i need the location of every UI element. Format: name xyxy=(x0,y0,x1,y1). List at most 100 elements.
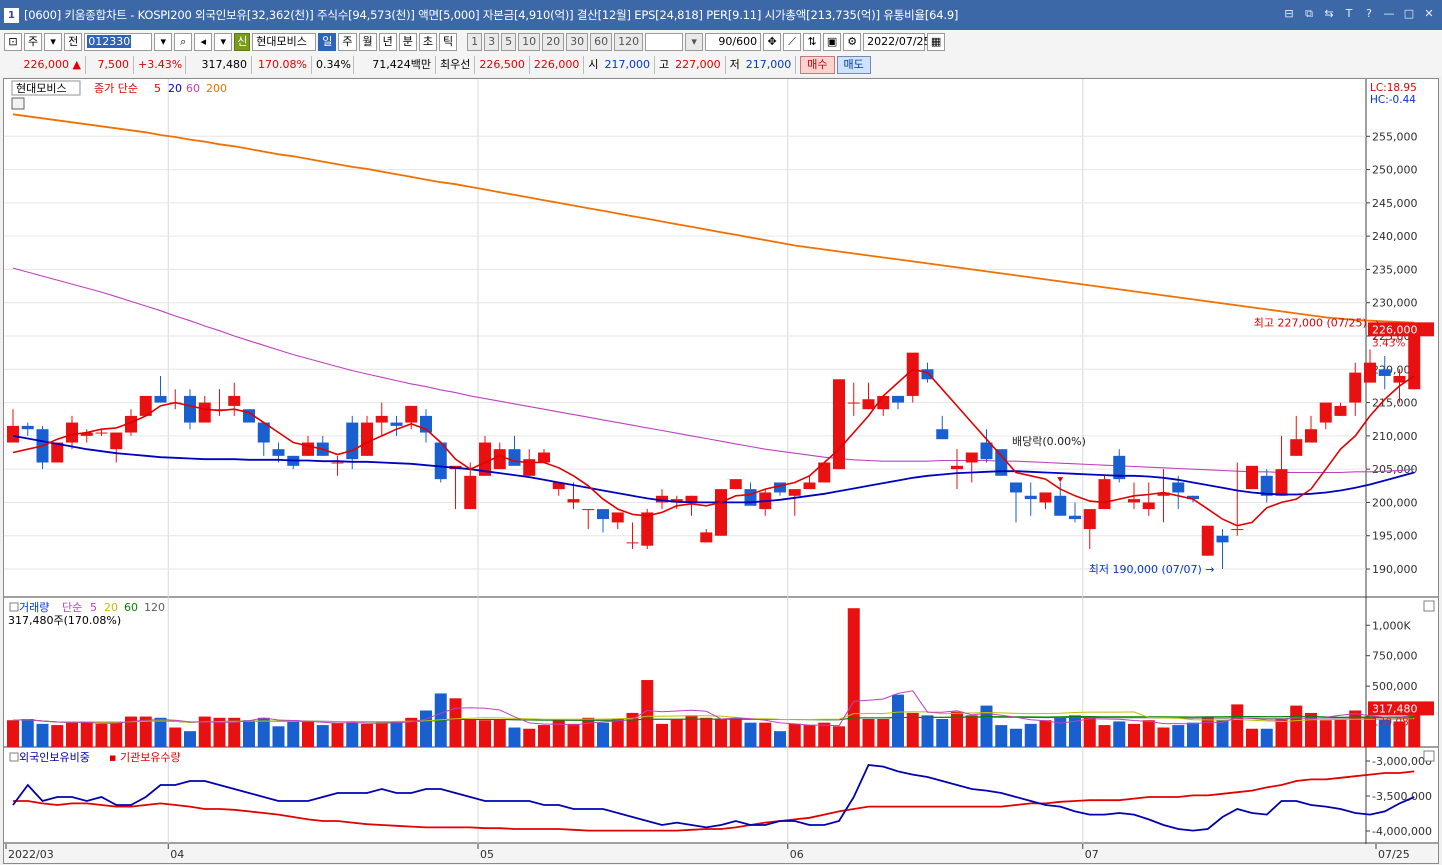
period-tab-month[interactable]: 월 xyxy=(358,33,377,51)
stock-name-field[interactable]: 현대모비스 xyxy=(252,33,317,51)
search-icon[interactable]: ⌕ xyxy=(174,33,193,51)
candle-body xyxy=(921,369,934,380)
interval-20[interactable]: 20 xyxy=(542,33,565,51)
volume-bar xyxy=(316,725,329,747)
volume-bar xyxy=(1083,716,1096,747)
date-input[interactable]: 2022/07/25 xyxy=(863,33,931,51)
investor-tick-label: -4,000,000 xyxy=(1372,825,1432,838)
period-tab-year[interactable]: 년 xyxy=(378,33,397,51)
candle-body xyxy=(995,449,1008,476)
buy-button[interactable]: 매수 xyxy=(800,56,835,74)
maximize-button[interactable]: □ xyxy=(1403,7,1415,20)
period-tab-second[interactable]: 초 xyxy=(418,33,437,51)
x-tick-label: 05 xyxy=(480,848,494,861)
volume-bar xyxy=(287,720,300,747)
investor-tick-label: -3,000,000 xyxy=(1372,755,1432,768)
code-dropdown-icon[interactable]: ▾ xyxy=(154,33,173,51)
chart-tool-icon[interactable]: ✥ xyxy=(763,33,782,51)
help-icon[interactable]: ? xyxy=(1366,7,1372,20)
save-icon[interactable]: ▣ xyxy=(823,33,842,51)
candle-body xyxy=(80,432,93,436)
volume-bar xyxy=(788,723,801,747)
sound-icon[interactable]: ◂ xyxy=(194,33,213,51)
interval-1[interactable]: 1 xyxy=(467,33,483,51)
volume-bar xyxy=(257,717,270,747)
draw-tool-icon[interactable]: ⟋ xyxy=(783,33,802,51)
candle-body xyxy=(1378,369,1391,376)
volume-bar xyxy=(1201,716,1214,747)
period-select[interactable]: 주 xyxy=(24,33,43,51)
volume-bar xyxy=(1246,728,1258,747)
interval-dropdown-icon[interactable]: ▾ xyxy=(685,33,704,51)
price-change: 7,500 xyxy=(86,56,134,74)
restore-layout-icon[interactable]: ⊟ xyxy=(1284,7,1294,20)
candle-body xyxy=(715,489,727,536)
volume-bar xyxy=(80,721,93,747)
price-tick-label: 240,000 xyxy=(1372,230,1418,243)
volume-bar xyxy=(1142,720,1155,747)
candle-body xyxy=(1039,492,1052,503)
minimize-button[interactable]: — xyxy=(1383,7,1395,20)
price-tick-label: 255,000 xyxy=(1372,130,1418,143)
volume-bar xyxy=(228,717,241,747)
volume-bar xyxy=(464,719,477,747)
volume-bar xyxy=(818,722,831,747)
volume-bar xyxy=(936,719,949,747)
font-icon[interactable]: T xyxy=(1345,7,1353,20)
price-tick-label: 195,000 xyxy=(1372,530,1418,543)
candle-body xyxy=(1157,492,1170,496)
candle-body xyxy=(1128,499,1140,503)
candle-body xyxy=(1364,362,1376,383)
price-tick-label: 235,000 xyxy=(1372,263,1418,276)
link-icon[interactable]: ⇆ xyxy=(1324,7,1334,20)
volume-bar xyxy=(375,722,388,747)
interval-120[interactable]: 120 xyxy=(614,33,644,51)
calendar-icon[interactable]: ▦ xyxy=(927,33,946,51)
volume-bar xyxy=(390,721,403,747)
data-count-field[interactable]: 90/600 xyxy=(705,33,762,51)
candle-body xyxy=(965,452,978,463)
settings-gear-icon[interactable]: ⚙ xyxy=(843,33,862,51)
interval-60[interactable]: 60 xyxy=(590,33,613,51)
interval-5[interactable]: 5 xyxy=(501,33,517,51)
prev-button[interactable]: 전 xyxy=(64,33,83,51)
layout-icon[interactable]: ⊡ xyxy=(4,33,22,51)
interval-10[interactable]: 10 xyxy=(518,33,541,51)
window-copy-icon[interactable]: ⧉ xyxy=(1305,7,1313,20)
volume-bar xyxy=(479,720,491,747)
chevron-down-icon[interactable]: ▾ xyxy=(44,33,63,51)
volume-bar xyxy=(154,717,167,747)
sound-dropdown-icon[interactable]: ▾ xyxy=(214,33,233,51)
period-tab-week[interactable]: 주 xyxy=(338,33,357,51)
window-number-badge[interactable]: 1 xyxy=(4,7,19,23)
close-button[interactable]: ✕ xyxy=(1424,7,1434,20)
new-stock-badge: 신 xyxy=(234,33,251,51)
period-tab-minute[interactable]: 분 xyxy=(398,33,417,51)
period-tab-day[interactable]: 일 xyxy=(318,33,337,51)
x-tick-label: 04 xyxy=(170,848,184,861)
ma-legend-period: 60 xyxy=(186,82,200,95)
chart-area[interactable]: 190,000 195,000 200,000 205,000 210,000 215,0… xyxy=(3,78,1439,864)
candle-body xyxy=(906,352,919,396)
candle-body xyxy=(184,395,196,423)
stock-code-input[interactable]: 012330 xyxy=(84,33,153,51)
order-icon[interactable]: ⇅ xyxy=(803,33,822,51)
price-tick-label: 230,000 xyxy=(1372,297,1418,310)
volume-bar xyxy=(198,716,211,747)
volume-legend-period: 120 xyxy=(144,601,165,614)
interval-30[interactable]: 30 xyxy=(566,33,589,51)
period-tab-tick[interactable]: 틱 xyxy=(439,33,458,51)
candle-body xyxy=(21,425,34,430)
candle-body xyxy=(1024,495,1037,500)
candle-body xyxy=(139,395,152,416)
interval-3[interactable]: 3 xyxy=(484,33,500,51)
chart-canvas[interactable]: 190,000 195,000 200,000 205,000 210,000 215,0… xyxy=(4,79,1438,863)
volume-bar xyxy=(715,719,727,747)
volume-bar xyxy=(1157,727,1170,747)
volume-bar xyxy=(405,717,418,747)
candle-body xyxy=(552,482,565,490)
interval-custom-input[interactable] xyxy=(645,33,684,51)
low-price: 217,000 xyxy=(742,56,797,74)
volume-bar xyxy=(1010,728,1022,747)
sell-button[interactable]: 매도 xyxy=(836,56,871,74)
